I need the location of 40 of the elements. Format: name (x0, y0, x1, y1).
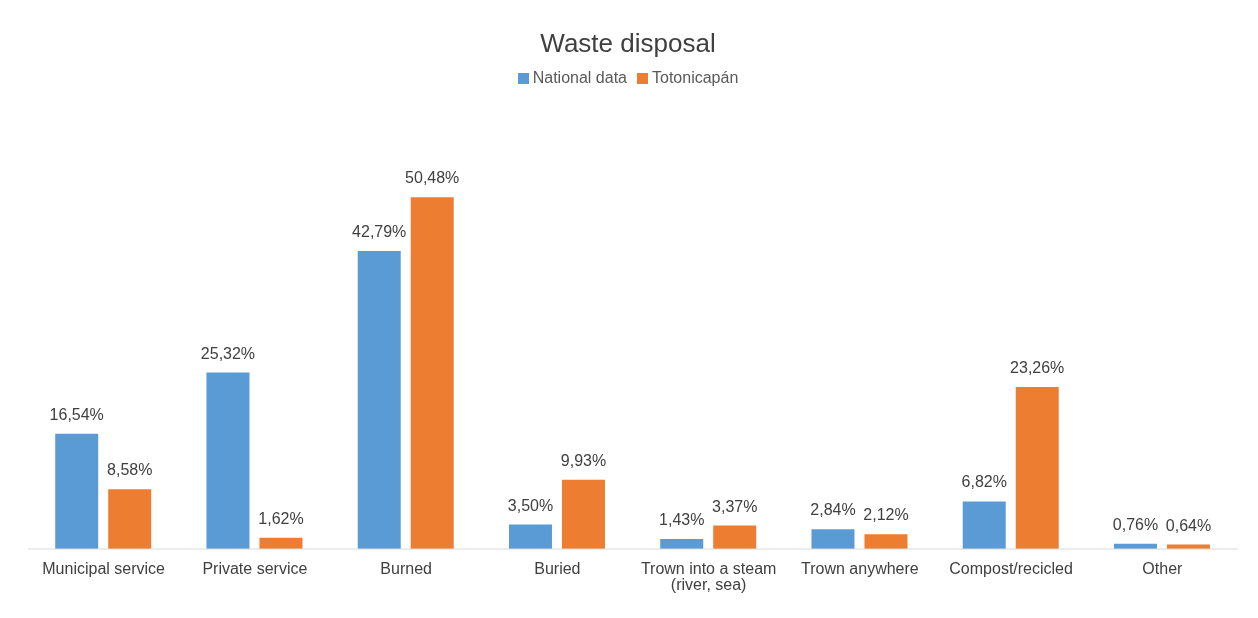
data-label: 3,50% (507, 496, 554, 514)
data-label: 0,76% (1112, 515, 1159, 533)
bar (962, 501, 1006, 549)
bar (660, 539, 704, 549)
bar (410, 197, 454, 549)
bar (206, 372, 250, 549)
x-tick-label: Other (1142, 560, 1184, 578)
data-label: 1,62% (258, 509, 304, 527)
legend-label: Totonicapán (652, 69, 739, 86)
legend-label: National data (532, 69, 627, 86)
bar (811, 529, 855, 549)
bar (508, 524, 552, 549)
data-label: 3,37% (712, 497, 758, 515)
bar (1015, 386, 1059, 549)
data-label: 50,48% (405, 169, 460, 187)
x-tick-label: Private service (202, 560, 308, 578)
data-label: 2,12% (863, 506, 909, 524)
data-label: 16,54% (49, 405, 104, 423)
x-tick-label: Municipal service (42, 560, 166, 578)
data-label: 9,93% (560, 451, 607, 469)
x-tick-label: Trown anywhere (801, 560, 919, 578)
bar (713, 525, 757, 549)
x-tick-label: Buried (534, 560, 581, 578)
bar (864, 534, 908, 549)
bar (357, 250, 401, 549)
bar (561, 479, 605, 549)
data-label: 6,82% (961, 473, 1007, 491)
data-label: 42,79% (352, 222, 407, 240)
chart-title: Waste disposal (539, 27, 717, 59)
x-tick-label: Burned (380, 560, 432, 578)
bar (108, 489, 152, 549)
x-tick-label: Compost/recicled (949, 560, 1073, 578)
data-label: 8,58% (107, 461, 153, 479)
data-label: 1,43% (659, 511, 705, 529)
x-tick-label: Trown into a steam (river, sea) (640, 560, 777, 594)
data-label: 23,26% (1010, 358, 1065, 376)
data-label: 0,64% (1165, 516, 1212, 534)
bar (55, 433, 99, 549)
data-label: 2,84% (810, 501, 856, 519)
data-label: 25,32% (200, 344, 256, 362)
